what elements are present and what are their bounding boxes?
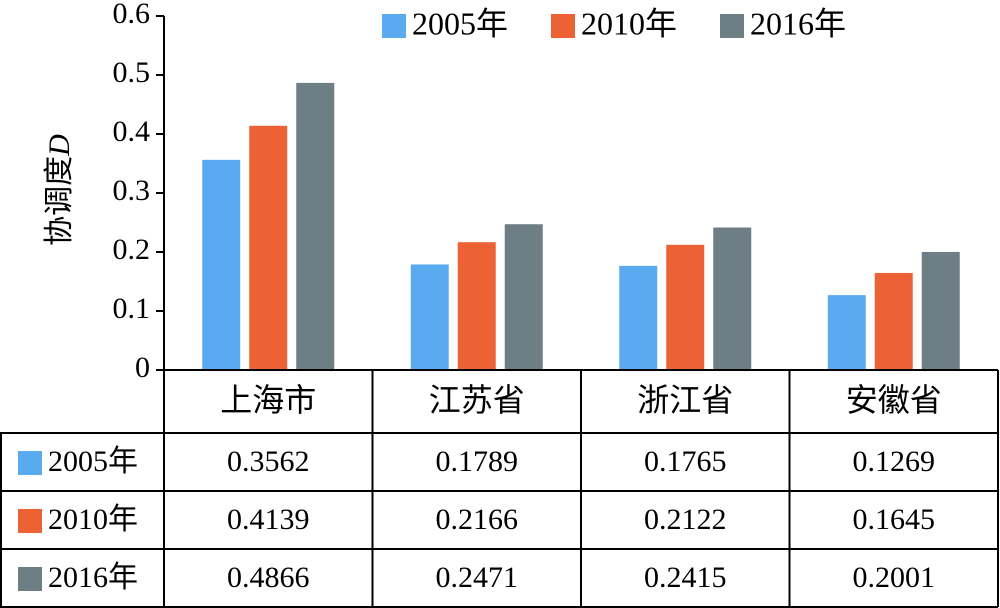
bar	[666, 244, 705, 370]
y-tick-label: 0	[135, 351, 150, 384]
bar	[457, 242, 496, 370]
legend-swatch	[720, 14, 744, 38]
legend-label: 2016年	[750, 5, 846, 41]
legend-swatch	[382, 14, 406, 38]
category-label: 浙江省	[637, 382, 733, 418]
table-cell: 0.1269	[853, 445, 936, 478]
y-tick-label: 0.5	[113, 56, 151, 89]
table-legend-swatch	[18, 567, 42, 591]
bars	[202, 82, 960, 370]
table-cell: 0.4866	[227, 561, 310, 594]
table-cell: 0.3562	[227, 445, 310, 478]
y-axis-label: 协调度D	[43, 134, 76, 246]
legend-label: 2010年	[581, 5, 677, 41]
table-legend-swatch	[18, 451, 42, 475]
category-label: 江苏省	[429, 382, 525, 418]
bar	[410, 264, 449, 370]
table-cell: 0.4139	[227, 503, 310, 536]
category-label: 上海市	[220, 382, 316, 418]
table-cell: 0.2166	[436, 503, 519, 536]
table-cell: 0.2001	[853, 561, 936, 594]
legend: 2005年 2010年 2016年	[382, 5, 846, 41]
table-cell: 0.1645	[853, 503, 936, 536]
bar	[619, 265, 658, 370]
table-series-label: 2005年	[48, 445, 138, 478]
bar	[249, 125, 288, 370]
table-cell: 0.2122	[644, 503, 727, 536]
category-label: 安徽省	[846, 382, 942, 418]
y-axis-label-variable: D	[43, 134, 76, 157]
table-legend-swatch	[18, 509, 42, 533]
table-cell: 0.1765	[644, 445, 727, 478]
legend-swatch	[551, 14, 575, 38]
y-tick-label: 0.4	[113, 115, 151, 148]
bar	[202, 159, 241, 370]
table-series-label: 2016年	[48, 561, 138, 594]
bar	[921, 251, 960, 370]
table-cell: 0.2471	[436, 561, 519, 594]
table-series-label: 2010年	[48, 503, 138, 536]
y-axis-label-main: 协调度	[43, 156, 76, 246]
y-tick-label: 0.1	[113, 292, 151, 325]
legend-label: 2005年	[412, 5, 508, 41]
table-cell: 0.1789	[436, 445, 519, 478]
y-tick-label: 0.6	[113, 0, 151, 30]
bar	[296, 82, 335, 370]
bar	[827, 295, 866, 370]
y-axis: 0 0.1 0.2 0.3 0.4 0.5 0.6	[113, 0, 165, 384]
table-cell: 0.2415	[644, 561, 727, 594]
bar	[713, 227, 752, 370]
bar	[504, 224, 543, 370]
y-tick-label: 0.2	[113, 233, 151, 266]
data-table: 上海市 江苏省 浙江省 安徽省 2005年 0.3562 0.1789 0.1765 0.126…	[0, 369, 999, 608]
bar	[874, 272, 913, 370]
y-tick-label: 0.3	[113, 174, 151, 207]
